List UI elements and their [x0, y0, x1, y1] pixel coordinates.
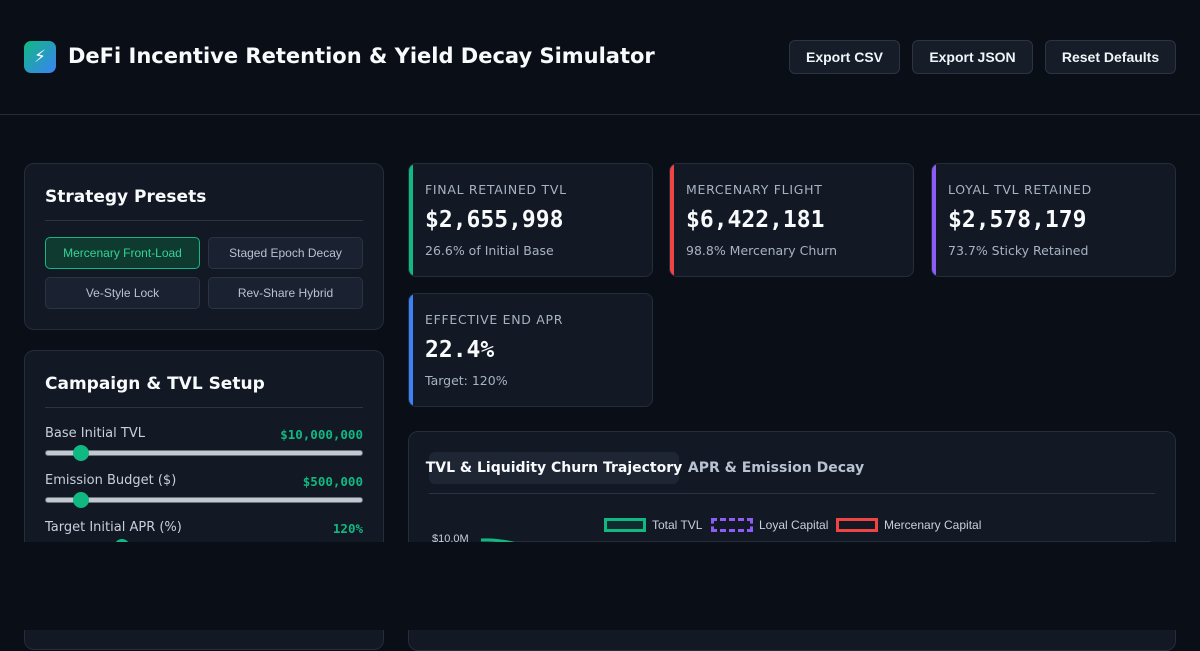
panel-title: Campaign & TVL Setup	[45, 374, 265, 394]
slider-thumb[interactable]	[72, 492, 89, 508]
export-json-button[interactable]: Export JSON	[912, 40, 1033, 74]
mercenary-flight-card: MERCENARY FLIGHT $6,422,181 98.8% Mercen…	[669, 163, 914, 277]
metric-subtext: 26.6% of Initial Base	[425, 243, 554, 258]
bolt-logo-icon: ⚡	[24, 41, 56, 73]
effective-end-apr-card: EFFECTIVE END APR 22.4% Target: 120%	[408, 293, 653, 407]
slider-label: Emission Budget ($)	[45, 473, 177, 488]
slider-label: Base Initial TVL	[45, 426, 145, 441]
metric-subtext: 73.7% Sticky Retained	[948, 243, 1089, 258]
preset-rev-share-hybrid-button[interactable]: Rev-Share Hybrid	[208, 277, 363, 309]
legend-swatch	[836, 518, 878, 532]
app-header: ⚡ DeFi Incentive Retention & Yield Decay…	[0, 0, 1200, 115]
reset-defaults-button[interactable]: Reset Defaults	[1045, 40, 1176, 74]
export-csv-button[interactable]: Export CSV	[789, 40, 900, 74]
metric-value: $2,578,179	[948, 207, 1087, 233]
legend-item-loyal-capital[interactable]: Loyal Capital	[711, 518, 828, 532]
legend-label: Mercenary Capital	[884, 518, 982, 532]
metric-label: EFFECTIVE END APR	[425, 312, 564, 327]
card-accent-bar	[670, 164, 674, 276]
metric-value: $2,655,998	[425, 207, 564, 233]
metric-value: $6,422,181	[686, 207, 825, 233]
preset-staged-epoch-decay-button[interactable]: Staged Epoch Decay	[208, 237, 363, 269]
metric-subtext: Target: 120%	[425, 373, 508, 388]
divider	[429, 493, 1155, 494]
metric-label: LOYAL TVL RETAINED	[948, 182, 1092, 197]
legend-label: Total TVL	[652, 518, 703, 532]
slider-value: $500,000	[302, 474, 363, 489]
metric-subtext: 98.8% Mercenary Churn	[686, 243, 838, 258]
tab-apr-decay[interactable]: APR & Emission Decay	[687, 460, 865, 476]
metric-label: MERCENARY FLIGHT	[686, 182, 823, 197]
legend-label: Loyal Capital	[759, 518, 829, 532]
metric-value: 22.4%	[425, 337, 495, 363]
card-accent-bar	[932, 164, 936, 276]
slider-label: Target Initial APR (%)	[45, 520, 182, 535]
divider	[45, 407, 363, 408]
legend-swatch	[711, 518, 753, 532]
slider-thumb[interactable]	[72, 445, 89, 461]
legend-item-total-tvl[interactable]: Total TVL	[604, 518, 702, 532]
page-bottom-area	[0, 542, 1200, 630]
gridline	[489, 541, 1151, 542]
card-accent-bar	[409, 294, 413, 406]
preset-ve-style-lock-button[interactable]: Ve-Style Lock	[45, 277, 200, 309]
legend-swatch	[604, 518, 646, 532]
final-retained-tvl-card: FINAL RETAINED TVL $2,655,998 26.6% of I…	[408, 163, 653, 277]
panel-title: Strategy Presets	[45, 187, 207, 207]
divider	[45, 220, 363, 221]
legend-item-mercenary-capital[interactable]: Mercenary Capital	[836, 518, 981, 532]
strategy-presets-panel: Strategy Presets Mercenary Front-Load St…	[24, 163, 384, 330]
emission-budget-slider[interactable]	[45, 492, 363, 508]
metric-label: FINAL RETAINED TVL	[425, 182, 567, 197]
base-tvl-slider[interactable]	[45, 445, 363, 461]
slider-value: 120%	[332, 521, 363, 536]
slider-value: $10,000,000	[280, 427, 363, 442]
tab-tvl-churn[interactable]: TVL & Liquidity Churn Trajectory	[426, 452, 682, 484]
card-accent-bar	[409, 164, 413, 276]
preset-mercenary-front-load-button[interactable]: Mercenary Front-Load	[45, 237, 200, 269]
app-title: DeFi Incentive Retention & Yield Decay S…	[68, 44, 655, 68]
loyal-tvl-retained-card: LOYAL TVL RETAINED $2,578,179 73.7% Stic…	[931, 163, 1176, 277]
